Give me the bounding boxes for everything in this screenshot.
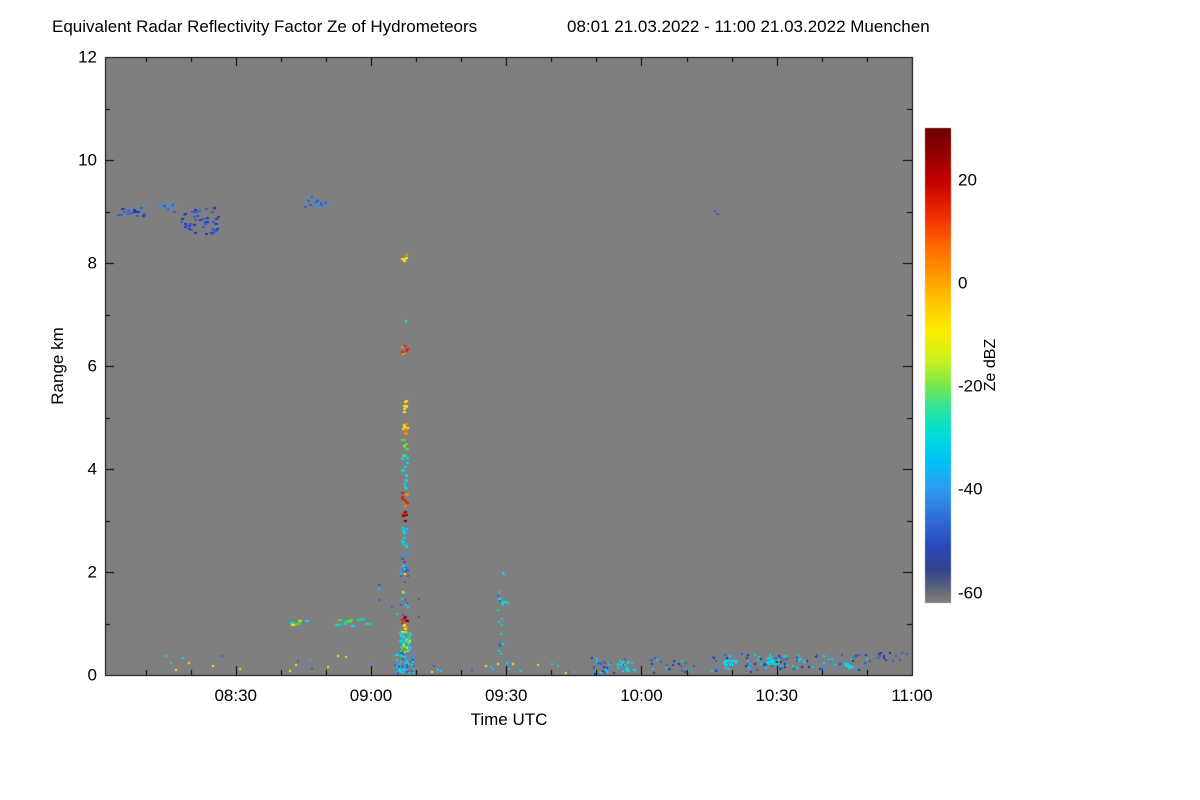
y-tick-label: 6 <box>87 356 97 376</box>
y-axis-title: Range km <box>48 327 67 405</box>
y-tick-label: 12 <box>78 47 97 67</box>
colorbar-tick-label: -60 <box>958 583 983 603</box>
x-tick-label: 10:30 <box>755 686 799 705</box>
colorbar-title: Ze dBZ <box>982 338 999 392</box>
x-tick-label: 11:00 <box>891 686 933 705</box>
x-tick-label: 10:00 <box>620 686 663 705</box>
x-tick-label: 08:30 <box>214 686 258 705</box>
y-tick-label: 0 <box>87 665 97 685</box>
colorbar-tick-label: 20 <box>958 170 977 190</box>
colorbar-tick-label: -40 <box>958 479 983 499</box>
y-tick-label: 2 <box>87 562 97 582</box>
colorbar-tick-label: -20 <box>958 376 983 396</box>
x-tick-label: 09:00 <box>349 686 393 705</box>
y-tick-label: 10 <box>78 150 97 170</box>
x-tick-label: 09:30 <box>484 686 528 705</box>
y-tick-label: 4 <box>87 459 97 479</box>
chart-title: Equivalent Radar Reflectivity Factor Ze … <box>52 17 478 36</box>
y-tick-label: 8 <box>87 253 97 273</box>
chart-date-range: 08:01 21.03.2022 - 11:00 21.03.2022 Muen… <box>567 17 930 36</box>
colorbar-tick-label: 0 <box>958 273 968 293</box>
x-axis-title: Time UTC <box>470 710 548 729</box>
